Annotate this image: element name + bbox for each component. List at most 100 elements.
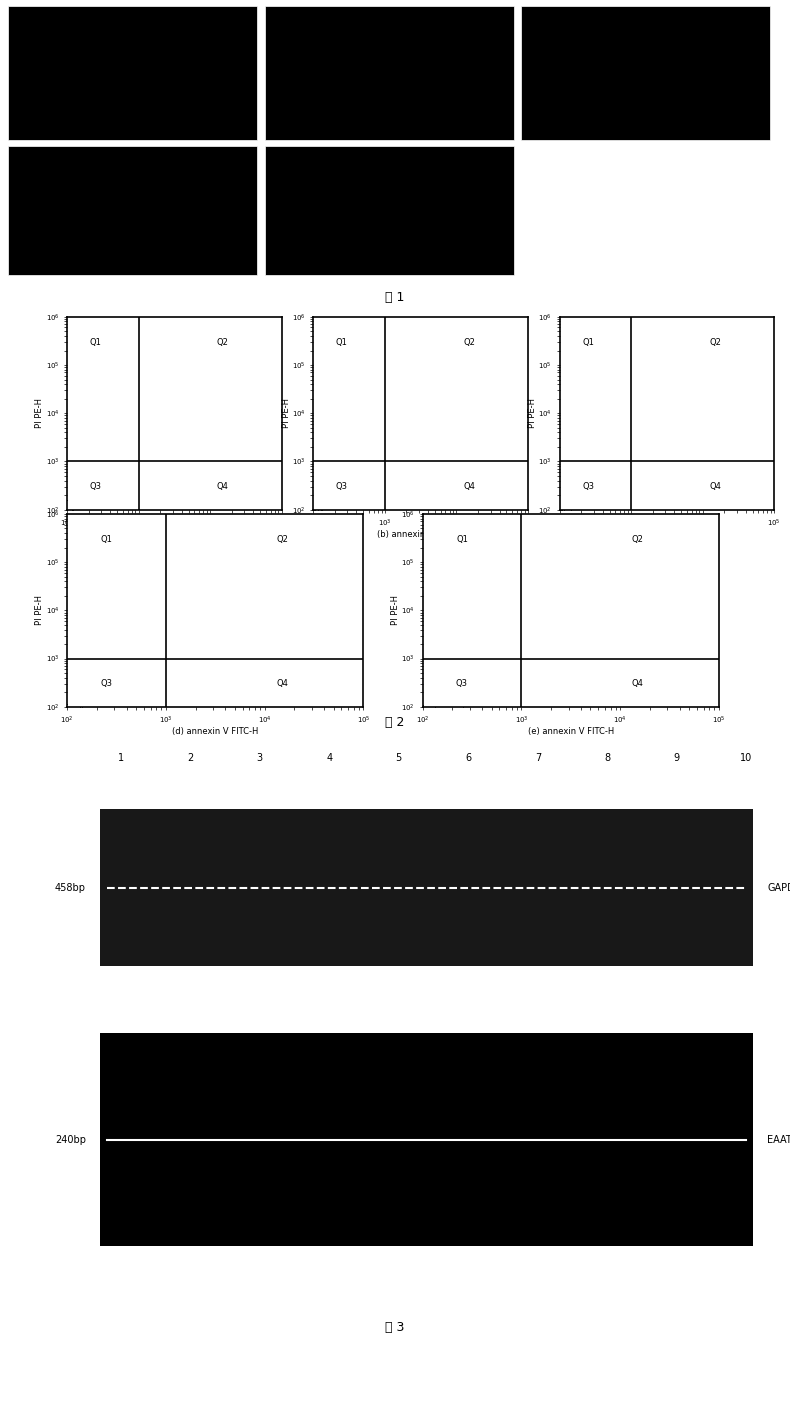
Point bbox=[416, 696, 429, 718]
Point bbox=[416, 696, 429, 718]
Point bbox=[61, 696, 73, 718]
Point bbox=[307, 498, 320, 521]
Point bbox=[307, 498, 320, 521]
Point bbox=[307, 498, 320, 521]
Point bbox=[61, 696, 73, 718]
Point bbox=[61, 498, 73, 521]
Point bbox=[61, 498, 73, 521]
Point bbox=[61, 498, 73, 521]
Point bbox=[61, 696, 73, 718]
Point bbox=[416, 696, 429, 718]
Point bbox=[416, 696, 429, 718]
Point bbox=[553, 498, 566, 521]
Point bbox=[61, 696, 73, 718]
Point bbox=[416, 696, 429, 718]
Point bbox=[61, 498, 73, 521]
Point bbox=[553, 498, 566, 521]
Point bbox=[307, 498, 320, 521]
Point bbox=[416, 696, 429, 718]
Point bbox=[307, 498, 320, 521]
Point bbox=[553, 498, 566, 521]
Point bbox=[307, 498, 320, 521]
Point bbox=[553, 498, 566, 521]
Point bbox=[416, 696, 429, 718]
Point bbox=[307, 498, 320, 521]
Point bbox=[553, 498, 566, 521]
Text: 240bp: 240bp bbox=[55, 1135, 86, 1145]
Point bbox=[553, 498, 566, 521]
Point bbox=[61, 696, 73, 718]
Point bbox=[61, 498, 73, 521]
Point bbox=[553, 498, 566, 521]
Point bbox=[307, 498, 320, 521]
Point bbox=[307, 498, 320, 521]
Point bbox=[61, 696, 73, 718]
Point bbox=[307, 498, 320, 521]
Point bbox=[416, 696, 429, 718]
Point bbox=[307, 498, 320, 521]
Point bbox=[61, 696, 73, 718]
Point bbox=[61, 498, 73, 521]
Point bbox=[61, 498, 73, 521]
Point bbox=[553, 498, 566, 521]
Point bbox=[553, 498, 566, 521]
Point bbox=[553, 498, 566, 521]
Point bbox=[416, 696, 429, 718]
Point bbox=[61, 498, 73, 521]
Point bbox=[307, 498, 320, 521]
Point bbox=[61, 498, 73, 521]
Point bbox=[416, 696, 429, 718]
Point bbox=[553, 498, 566, 521]
Point bbox=[416, 696, 429, 718]
Point bbox=[416, 696, 429, 718]
Point bbox=[553, 498, 566, 521]
Point bbox=[553, 498, 566, 521]
Point bbox=[61, 498, 73, 521]
Point bbox=[61, 696, 73, 718]
Point bbox=[416, 696, 429, 718]
Point bbox=[416, 696, 429, 718]
Point bbox=[307, 498, 320, 521]
Point bbox=[61, 696, 73, 718]
Point bbox=[61, 696, 73, 718]
Point bbox=[553, 498, 566, 521]
Point bbox=[307, 498, 320, 521]
Point bbox=[61, 696, 73, 718]
Point bbox=[553, 498, 566, 521]
Point bbox=[553, 498, 566, 521]
Point bbox=[416, 696, 429, 718]
Point bbox=[61, 498, 73, 521]
Point bbox=[307, 498, 320, 521]
Point bbox=[553, 498, 566, 521]
Point bbox=[416, 696, 429, 718]
Point bbox=[61, 498, 73, 521]
Point bbox=[61, 696, 73, 718]
Point bbox=[416, 696, 429, 718]
Point bbox=[307, 498, 320, 521]
Point bbox=[553, 498, 566, 521]
Point bbox=[61, 696, 73, 718]
Point bbox=[61, 696, 73, 718]
Point bbox=[307, 498, 320, 521]
Point bbox=[61, 696, 73, 718]
Point bbox=[61, 498, 73, 521]
Point bbox=[416, 696, 429, 718]
Point bbox=[61, 498, 73, 521]
Point bbox=[416, 696, 429, 718]
Point bbox=[61, 498, 73, 521]
Point bbox=[416, 696, 429, 718]
Point bbox=[553, 498, 566, 521]
Point bbox=[307, 498, 320, 521]
Point bbox=[553, 498, 566, 521]
Point bbox=[553, 498, 566, 521]
Point bbox=[61, 696, 73, 718]
Y-axis label: PI PE-H: PI PE-H bbox=[391, 596, 400, 625]
Point bbox=[416, 696, 429, 718]
Point bbox=[416, 696, 429, 718]
Point bbox=[416, 696, 429, 718]
Point bbox=[416, 696, 429, 718]
Point bbox=[307, 498, 320, 521]
Point bbox=[61, 696, 73, 718]
Point bbox=[307, 498, 320, 521]
Point bbox=[61, 696, 73, 718]
